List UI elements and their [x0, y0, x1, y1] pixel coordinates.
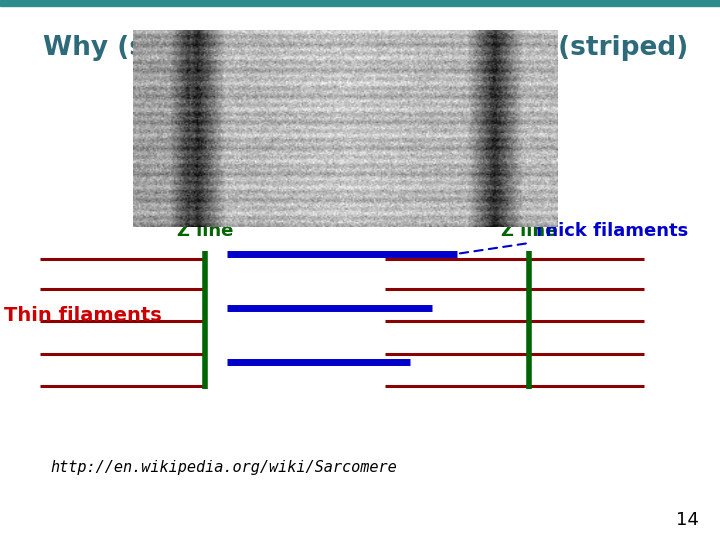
Text: Z line: Z line: [501, 222, 557, 240]
Text: http://en.wikipedia.org/wiki/Sarcomere: http://en.wikipedia.org/wiki/Sarcomere: [50, 460, 397, 475]
Text: Thick filaments: Thick filaments: [533, 222, 688, 240]
Text: Z line: Z line: [177, 222, 233, 240]
Text: 14: 14: [675, 511, 698, 529]
Bar: [0, 0, 720, 6]
Text: Why (some) muscles look striated (striped): Why (some) muscles look striated (stripe…: [43, 35, 688, 61]
Text: Thin filaments: Thin filaments: [4, 306, 161, 326]
